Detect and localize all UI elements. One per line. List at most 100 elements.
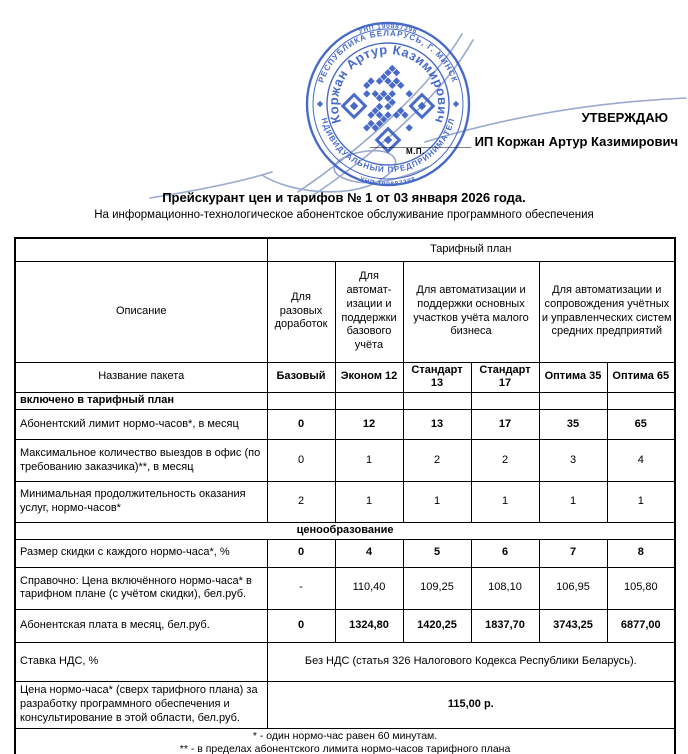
footnote-1: * - один нормо-час равен 60 минутам.	[252, 729, 438, 742]
tariff-plan-header-cell: Тарифный план	[266, 237, 676, 262]
value-cell: 6	[470, 538, 540, 568]
svg-text:УНП 190887398: УНП 190887398	[359, 176, 417, 188]
value-cell: 3743,25	[538, 608, 608, 643]
value-cell: 109,25	[402, 566, 472, 610]
package-name-cell: Базовый	[266, 361, 336, 393]
row-label: Максимальное количество выездов в офис (…	[14, 439, 268, 482]
package-name-row: Название пакета Базовый Эконом 12 Станда…	[14, 361, 676, 393]
value-cell: 8	[606, 538, 676, 568]
value-cell: 105,80	[606, 566, 676, 610]
vat-row: Ставка НДС, % Без НДС (статья 326 Налого…	[14, 641, 676, 682]
value-cell: 1	[402, 481, 472, 523]
value-cell: 0	[266, 538, 336, 568]
approval-block: УТВЕРЖДАЮ ______________ ИП Коржан Артур…	[370, 110, 678, 149]
value-cell: 4	[606, 439, 676, 482]
table-row: Абонентский лимит нормо-часов*, в месяц …	[14, 409, 676, 440]
value-cell: 108,10	[470, 566, 540, 610]
page-subtitle: На информационно-технологическое абонент…	[94, 209, 594, 221]
table-row: Тарифный план	[14, 237, 676, 262]
value-cell: 110,40	[334, 566, 404, 610]
group-header-cell: Для автоматизации и поддержки основных у…	[402, 260, 540, 363]
row-label: Минимальная продолжительность оказания у…	[14, 481, 268, 523]
company-stamp: УНП 190887398 УНП 190887398 РЕСПУБЛИКА Б…	[293, 9, 471, 188]
row-label: Размер скидки с каждого нормо-часа*, %	[14, 538, 268, 568]
table-row: Описание Для разовых доработок Для автом…	[14, 260, 676, 363]
value-cell: 35	[538, 409, 608, 440]
group-header-cell: Для автомат-изации и поддержки базового …	[334, 260, 404, 363]
package-name-cell: Стандарт 13	[402, 361, 472, 393]
stamp-unp-bottom: УНП 190887398	[359, 176, 417, 188]
value-cell: 65	[606, 409, 676, 440]
stamp-star-right	[452, 100, 460, 108]
table-row: Справочно: Цена включённого нормо-часа* …	[14, 566, 676, 610]
value-cell: 1	[470, 481, 540, 523]
group-header-cell: Для разовых доработок	[266, 260, 336, 363]
value-cell: 106,95	[538, 566, 608, 610]
value-cell: 0	[266, 439, 336, 482]
package-name-cell: Оптима 35	[538, 361, 608, 393]
signature-strokes	[149, 33, 687, 199]
value-cell: 0	[266, 409, 336, 440]
value-cell: 1	[538, 481, 608, 523]
footnotes-row: * - один нормо-час равен 60 минутам. ** …	[14, 727, 676, 754]
empty-cell	[402, 392, 472, 410]
value-cell: 1	[606, 481, 676, 523]
rate-value-cell: 115,00 р.	[266, 680, 676, 729]
row-label: Абонентская плата в месяц, бел.руб.	[14, 608, 268, 643]
value-cell: 0	[266, 608, 336, 643]
empty-cell	[538, 392, 608, 410]
price-table: Тарифный план Описание Для разовых дораб…	[14, 237, 677, 754]
value-cell: 4	[334, 538, 404, 568]
stamp-star-left	[316, 100, 324, 108]
empty-cell	[334, 392, 404, 410]
signature-line-row: ______________ ИП Коржан Артур Казимиров…	[370, 134, 678, 149]
section-row-included: включено в тарифный план	[14, 392, 676, 410]
value-cell: 5	[402, 538, 472, 568]
value-cell: 6877,00	[606, 608, 676, 643]
package-name-cell: Оптима 65	[606, 361, 676, 393]
package-row-label: Название пакета	[14, 361, 268, 393]
vat-value-cell: Без НДС (статья 326 Налогового Кодекса Р…	[266, 641, 676, 682]
empty-cell	[606, 392, 676, 410]
description-header-cell: Описание	[14, 260, 268, 363]
row-label: Справочно: Цена включённого нормо-часа* …	[14, 566, 268, 610]
hour-rate-row: Цена нормо-часа* (сверх тарифного плана)…	[14, 680, 676, 729]
approve-label: УТВЕРЖДАЮ	[581, 110, 668, 125]
value-cell: 1420,25	[402, 608, 472, 643]
table-row: Минимальная продолжительность оказания у…	[14, 481, 676, 523]
signer-name: ИП Коржан Артур Казимирович	[474, 134, 678, 149]
value-cell: 1	[334, 481, 404, 523]
value-cell: 1324,80	[334, 608, 404, 643]
empty-cell	[470, 392, 540, 410]
footnote-2: ** - в пределах абонентского лимита норм…	[179, 742, 511, 754]
table-row: Максимальное количество выездов в офис (…	[14, 439, 676, 482]
value-cell: 2	[402, 439, 472, 482]
value-cell: 2	[470, 439, 540, 482]
seal-place-mark: М.П.	[406, 147, 425, 156]
table-row: Абонентская плата в месяц, бел.руб. 0 13…	[14, 608, 676, 643]
row-label: Ставка НДС, %	[14, 641, 268, 682]
value-cell: 13	[402, 409, 472, 440]
table-row: Размер скидки с каждого нормо-часа*, % 0…	[14, 538, 676, 568]
group-header-cell: Для автоматизации и сопровождения учётны…	[538, 260, 676, 363]
value-cell: 12	[334, 409, 404, 440]
value-cell: 7	[538, 538, 608, 568]
footnotes-cell: * - один нормо-час равен 60 минутам. ** …	[14, 727, 676, 754]
empty-cell	[266, 392, 336, 410]
section-label: включено в тарифный план	[14, 392, 268, 410]
package-name-cell: Эконом 12	[334, 361, 404, 393]
row-label: Цена нормо-часа* (сверх тарифного плана)…	[14, 680, 268, 729]
section-label: ценообразование	[14, 522, 676, 540]
page-title: Прейскурант цен и тарифов № 1 от 03 янва…	[162, 190, 526, 205]
value-cell: 1	[334, 439, 404, 482]
value-cell: 2	[266, 481, 336, 523]
empty-corner-cell	[14, 237, 268, 262]
section-row-pricing: ценообразование	[14, 522, 676, 540]
value-cell: 3	[538, 439, 608, 482]
value-cell: 17	[470, 409, 540, 440]
value-cell: 1837,70	[470, 608, 540, 643]
value-cell: -	[266, 566, 336, 610]
row-label: Абонентский лимит нормо-часов*, в месяц	[14, 409, 268, 440]
package-name-cell: Стандарт 17	[470, 361, 540, 393]
